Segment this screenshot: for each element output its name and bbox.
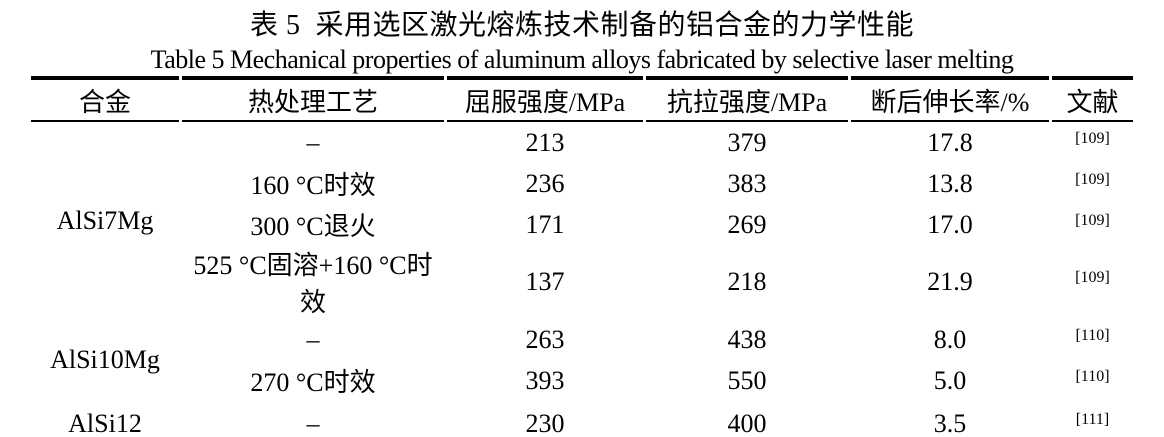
cell-tensile-strength: 269	[727, 209, 767, 239]
cell-treatment: –	[182, 401, 444, 437]
col-header-elongation: 断后伸长率/%	[851, 76, 1049, 122]
cell-elongation: 17.0	[927, 209, 973, 239]
cell-alloy: AlSi12	[31, 401, 179, 437]
cell-reference: [109]	[1052, 122, 1133, 163]
table-title-chinese: 表 5 采用选区激光熔炼技术制备的铝合金的力学性能	[249, 10, 914, 41]
cell-elongation: 13.8	[927, 168, 973, 198]
col-header-tensile-strength: 抗拉强度/MPa	[646, 76, 848, 122]
cell-yield-strength: 263	[525, 324, 565, 354]
cell-reference: [110]	[1052, 319, 1133, 360]
col-header-reference: 文献	[1052, 76, 1133, 122]
reference-superscript: [111]	[1075, 411, 1110, 428]
reference-superscript: [109]	[1075, 129, 1110, 147]
table-row: AlSi7Mg – 213 379 17.8 [109]	[31, 122, 1133, 235]
cell-elongation: 5.0	[933, 365, 967, 395]
reference-superscript: [110]	[1075, 367, 1110, 385]
cell-tensile-strength: 383	[727, 168, 767, 198]
reference-superscript: [109]	[1075, 269, 1110, 286]
cell-reference: [109]	[1052, 163, 1133, 204]
cell-treatment: 270 °C时效	[250, 368, 376, 397]
reference-superscript: [109]	[1075, 211, 1110, 229]
col-header-yield-strength: 屈服强度/MPa	[447, 76, 643, 122]
cell-alloy: AlSi7Mg	[56, 205, 154, 235]
cell-tensile-strength: 438	[727, 324, 767, 354]
cell-treatment: 160 °C时效	[250, 171, 376, 200]
cell-elongation: 3.5	[851, 401, 1049, 437]
cell-treatment: 525 °C固溶+160 °C时效	[193, 251, 433, 317]
cell-reference: [110]	[1052, 360, 1133, 401]
table-row: AlSi10Mg – 263 438 8.0 [110]	[31, 319, 1133, 375]
col-header-alloy: 合金	[31, 76, 179, 122]
cell-tensile-strength: 218	[727, 267, 767, 296]
col-header-heat-treatment: 热处理工艺	[182, 76, 444, 122]
table-row: 525 °C固溶+160 °C时效 137 218 21.9 [109]	[31, 245, 1133, 319]
table-row: 300 °C退火 171 269 17.0 [109]	[31, 204, 1133, 245]
header-row: 合金 热处理工艺 屈服强度/MPa 抗拉强度/MPa 断后伸长率/% 文献	[31, 76, 1133, 122]
cell-yield-strength: 213	[525, 127, 565, 157]
reference-superscript: [110]	[1075, 326, 1110, 344]
cell-elongation: 17.8	[927, 127, 973, 157]
cell-yield-strength: 230	[447, 401, 643, 437]
cell-treatment: 300 °C退火	[250, 212, 376, 241]
cell-yield-strength: 393	[525, 365, 565, 395]
cell-reference: [109]	[1052, 245, 1133, 319]
cell-tensile-strength: 550	[727, 365, 767, 395]
cell-treatment: –	[306, 127, 320, 157]
table-row: AlSi12 – 230 400 3.5 [111]	[31, 401, 1133, 437]
cell-reference: [111]	[1052, 401, 1133, 437]
cell-tensile-strength: 400	[646, 401, 848, 437]
cell-alloy: AlSi10Mg	[50, 345, 160, 374]
cell-treatment: –	[306, 324, 320, 354]
table-row: 270 °C时效 393 550 5.0 [110]	[31, 360, 1133, 401]
mechanical-properties-table: 合金 热处理工艺 屈服强度/MPa 抗拉强度/MPa 断后伸长率/% 文献 Al…	[28, 76, 1136, 437]
cell-yield-strength: 236	[525, 168, 565, 198]
table-row: 160 °C时效 236 383 13.8 [109]	[31, 163, 1133, 204]
cell-yield-strength: 171	[525, 209, 565, 239]
cell-elongation: 8.0	[933, 324, 967, 354]
cell-tensile-strength: 379	[727, 127, 767, 157]
table-title-english: Table 5 Mechanical properties of aluminu…	[150, 45, 1014, 74]
cell-elongation: 21.9	[927, 267, 973, 296]
cell-yield-strength: 137	[525, 267, 565, 296]
reference-superscript: [109]	[1075, 170, 1110, 188]
cell-reference: [109]	[1052, 204, 1133, 245]
